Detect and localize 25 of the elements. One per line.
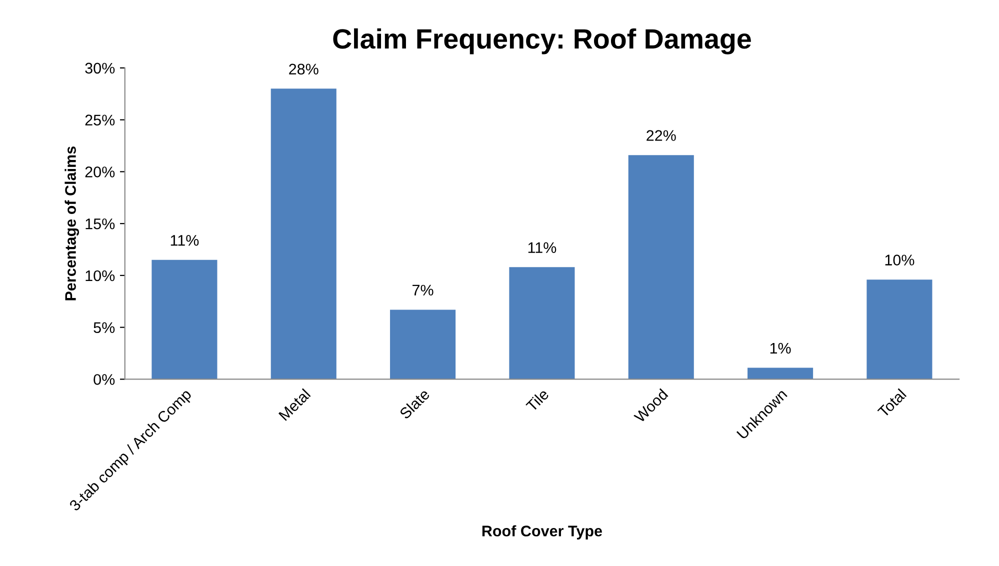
bar <box>748 368 814 380</box>
bar <box>509 267 575 380</box>
y-tick-label: 5% <box>94 322 115 334</box>
chart-title: Claim Frequency: Roof Damage <box>333 28 751 54</box>
data-label: 11% <box>170 235 199 246</box>
y-tick-label: 0% <box>94 374 115 385</box>
x-axis-title: Roof Cover Type <box>482 525 602 540</box>
y-axis-title: Percentage of Claims <box>64 146 80 300</box>
data-label: 7% <box>412 284 434 296</box>
bar <box>866 280 932 380</box>
x-tick-label: Tile <box>525 388 550 412</box>
data-label: 11% <box>528 242 556 253</box>
bar <box>390 310 456 380</box>
y-tick-label: 30% <box>85 62 115 74</box>
bar <box>270 88 336 380</box>
data-label: 1% <box>770 342 791 354</box>
y-tick-label: 25% <box>85 114 115 126</box>
bar <box>628 155 694 380</box>
y-tick-label: 15% <box>86 218 115 230</box>
bar <box>152 260 218 380</box>
data-label: 10% <box>885 254 914 266</box>
data-label: 22% <box>646 130 676 141</box>
y-tick-label: 10% <box>86 270 115 282</box>
data-label: 28% <box>289 64 318 75</box>
y-tick-label: 20% <box>85 166 115 178</box>
